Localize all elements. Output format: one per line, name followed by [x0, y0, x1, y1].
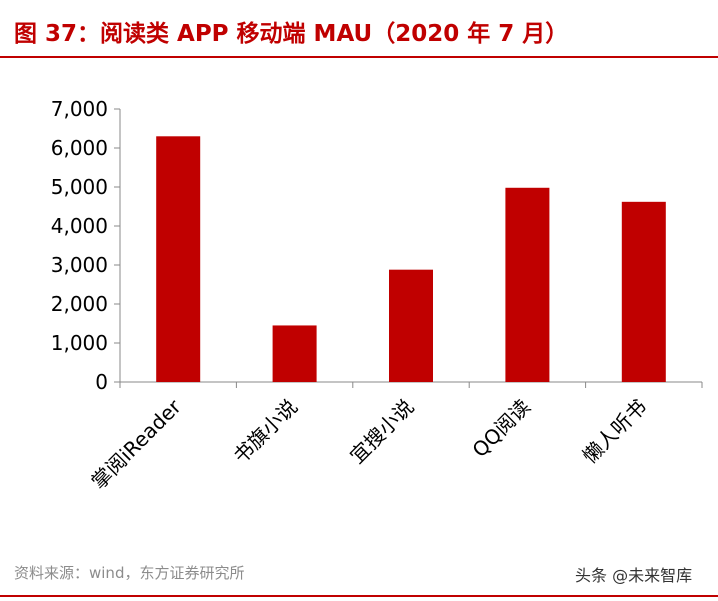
bar-chart: 0 1,000 2,000 3,000 4,000 5,000 6,000 7,000 掌阅i… — [51, 97, 703, 494]
x-tick-label: 掌阅iReader — [86, 394, 186, 494]
y-tick-label: 3,000 — [51, 253, 108, 277]
title-divider — [0, 56, 718, 58]
y-tick-label: 1,000 — [51, 331, 108, 355]
y-tick-label: 4,000 — [51, 214, 108, 238]
x-tick-label: 宜搜小说 — [345, 395, 419, 469]
x-tick-label: 懒人听书 — [578, 395, 652, 469]
x-axis — [119, 381, 703, 388]
x-tick-label: QQ阅读 — [467, 395, 535, 463]
y-tick-label: 5,000 — [51, 175, 108, 199]
bar — [505, 187, 550, 382]
x-tick-label: 书旗小说 — [229, 395, 303, 469]
bar — [156, 136, 201, 382]
y-axis: 0 1,000 2,000 3,000 4,000 5,000 6,000 7,000 — [51, 97, 121, 394]
y-tick-label: 6,000 — [51, 136, 108, 160]
y-tick-label: 2,000 — [51, 292, 108, 316]
bars — [156, 136, 666, 382]
source-note: 资料来源：wind，东方证券研究所 — [14, 564, 245, 582]
y-tick-label: 7,000 — [51, 97, 108, 121]
bar — [272, 325, 317, 382]
y-tick-label: 0 — [95, 370, 108, 394]
bar — [389, 269, 433, 382]
bottom-divider — [0, 595, 718, 597]
chart-title: 图 37：阅读类 APP 移动端 MAU（2020 年 7 月） — [14, 21, 569, 47]
bar — [621, 201, 666, 382]
watermark-text: 头条 @未来智库 — [575, 566, 693, 585]
x-tick-labels: 掌阅iReader 书旗小说 宜搜小说 QQ阅读 懒人听书 — [86, 394, 651, 494]
